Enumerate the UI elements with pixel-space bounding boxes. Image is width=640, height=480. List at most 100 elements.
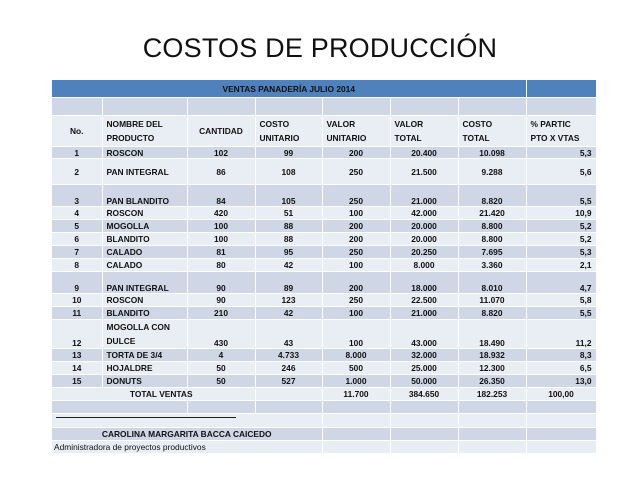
cell-no: 9 — [52, 271, 103, 294]
cell-valor-total: 22.500 — [390, 293, 459, 307]
page-title: COSTOS DE PRODUCCIÓN — [142, 33, 498, 63]
cell-no: 15 — [52, 374, 103, 388]
cell-costo-total: 8.820 — [458, 184, 527, 207]
cell-valor-unitario: 250 — [322, 245, 391, 259]
header-costo-total: COSTO TOTAL — [458, 115, 527, 147]
cell-valor-unitario: 100 — [322, 319, 391, 349]
cell-costo-total: 26.350 — [458, 374, 527, 388]
total-partic: 100,00 — [526, 387, 597, 401]
cell-valor-total: 8.000 — [390, 258, 459, 272]
cell-nombre: CALADO — [102, 245, 188, 259]
cell-costo-total: 11.070 — [458, 293, 527, 307]
table-banner-row: VENTAS PANADERÍA JULIO 2014 — [52, 80, 597, 98]
header-valor-unitario: VALOR UNITARIO — [322, 115, 391, 147]
cell-valor-total: 20.000 — [390, 219, 459, 233]
header-nombre: NOMBRE DEL PRODUCTO — [102, 115, 188, 147]
cell-partic: 10,9 — [526, 206, 597, 220]
cell-cantidad: 80 — [187, 258, 256, 272]
table-row: 3 PAN BLANDITO 84 105 250 21.000 8.820 5… — [52, 184, 597, 207]
cell-valor-total: 43.000 — [390, 319, 459, 349]
cell-partic: 5,6 — [526, 158, 597, 185]
cell-no: 6 — [52, 232, 103, 246]
cell-valor-unitario: 200 — [322, 232, 391, 246]
header-cantidad: CANTIDAD — [187, 115, 256, 147]
cell-valor-total: 21.000 — [390, 184, 459, 207]
cell-nombre: BLANDITO — [102, 306, 188, 320]
table-banner: VENTAS PANADERÍA JULIO 2014 — [52, 80, 527, 98]
totals-row: TOTAL VENTAS 11.700 384.650 182.253 100,… — [52, 387, 597, 401]
cell-valor-total: 21.500 — [390, 158, 459, 185]
cell-costo-total: 8.820 — [458, 306, 527, 320]
signature-name-row: CAROLINA MARGARITA BACCA CAICEDO — [52, 427, 597, 441]
total-valor-unitario: 11.700 — [322, 387, 391, 401]
cell-nombre: BLANDITO — [102, 232, 188, 246]
cell-cantidad: 430 — [187, 319, 256, 349]
cell-valor-total: 20.400 — [390, 146, 459, 159]
cell-no: 8 — [52, 258, 103, 272]
cell-partic: 4,7 — [526, 271, 597, 294]
table-row: 1 ROSCON 102 99 200 20.400 10.098 5,3 — [52, 146, 597, 159]
cell-no: 1 — [52, 146, 103, 159]
cell-nombre: ROSCON — [102, 146, 188, 159]
sales-cost-table: VENTAS PANADERÍA JULIO 2014 No. NOMBRE D… — [52, 80, 597, 454]
cell-nombre: MOGOLLA CON DULCE — [102, 319, 188, 349]
table-row: 6 BLANDITO 100 88 200 20.000 8.800 5,2 — [52, 232, 597, 246]
header-valor-total: VALOR TOTAL — [390, 115, 459, 147]
cell-costo-unitario: 88 — [255, 232, 323, 246]
cell-costo-total: 8.800 — [458, 232, 527, 246]
cell-costo-unitario: 105 — [255, 184, 323, 207]
totals-label: TOTAL VENTAS — [52, 387, 256, 401]
cell-nombre: ROSCON — [102, 206, 188, 220]
cell-costo-total: 3.360 — [458, 258, 527, 272]
cell-no: 5 — [52, 219, 103, 233]
cell-costo-unitario: 43 — [255, 319, 323, 349]
cell-costo-unitario: 42 — [255, 306, 323, 320]
cell-valor-unitario: 200 — [322, 271, 391, 294]
cell-valor-unitario: 500 — [322, 361, 391, 375]
cell-valor-total: 25.000 — [390, 361, 459, 375]
signature-name: CAROLINA MARGARITA BACCA CAICEDO — [52, 427, 323, 441]
cell-cantidad: 4 — [187, 348, 256, 362]
table-row: 2 PAN INTEGRAL 86 108 250 21.500 9.288 5… — [52, 158, 597, 185]
cell-valor-total: 18.000 — [390, 271, 459, 294]
cell-cantidad: 81 — [187, 245, 256, 259]
header-no: No. — [52, 115, 103, 147]
cell-valor-total: 50.000 — [390, 374, 459, 388]
cell-nombre: CALADO — [102, 258, 188, 272]
cell-cantidad: 86 — [187, 158, 256, 185]
cell-costo-unitario: 123 — [255, 293, 323, 307]
table-row: 10 ROSCON 90 123 250 22.500 11.070 5,8 — [52, 293, 597, 307]
cell-valor-unitario: 250 — [322, 293, 391, 307]
cell-valor-total: 32.000 — [390, 348, 459, 362]
blank-row — [52, 97, 597, 116]
cell-partic: 8,3 — [526, 348, 597, 362]
header-costo-unitario: COSTO UNITARIO — [255, 115, 323, 147]
table-row: 7 CALADO 81 95 250 20.250 7.695 5,3 — [52, 245, 597, 259]
signature-role-row: Administradora de proyectos productivos — [52, 440, 597, 454]
cell-cantidad: 90 — [187, 271, 256, 294]
cell-costo-unitario: 99 — [255, 146, 323, 159]
cell-nombre: HOJALDRE — [102, 361, 188, 375]
cell-cantidad: 420 — [187, 206, 256, 220]
banner-empty-cell — [526, 80, 597, 98]
cell-costo-unitario: 88 — [255, 219, 323, 233]
table-row: 11 BLANDITO 210 42 100 21.000 8.820 5,5 — [52, 306, 597, 320]
cell-partic: 5,8 — [526, 293, 597, 307]
blank-row — [52, 413, 597, 428]
cell-costo-unitario: 527 — [255, 374, 323, 388]
cell-nombre: PAN INTEGRAL — [102, 158, 188, 185]
cell-costo-unitario: 51 — [255, 206, 323, 220]
cell-costo-unitario: 89 — [255, 271, 323, 294]
cell-partic: 5,5 — [526, 306, 597, 320]
cell-cantidad: 84 — [187, 184, 256, 207]
cell-cantidad: 50 — [187, 361, 256, 375]
table-row: 12 MOGOLLA CON DULCE 430 43 100 43.000 18… — [52, 319, 597, 349]
column-header-row: No. NOMBRE DEL PRODUCTO CANTIDAD COSTO UNI… — [52, 115, 597, 147]
cell-valor-unitario: 100 — [322, 206, 391, 220]
cell-costo-unitario: 108 — [255, 158, 323, 185]
cell-valor-unitario: 200 — [322, 146, 391, 159]
cell-costo-total: 12.300 — [458, 361, 527, 375]
cell-costo-total: 8.010 — [458, 271, 527, 294]
header-partic: % PARTIC PTO X VTAS — [526, 115, 597, 147]
table-row: 9 PAN INTEGRAL 90 89 200 18.000 8.010 4,… — [52, 271, 597, 294]
